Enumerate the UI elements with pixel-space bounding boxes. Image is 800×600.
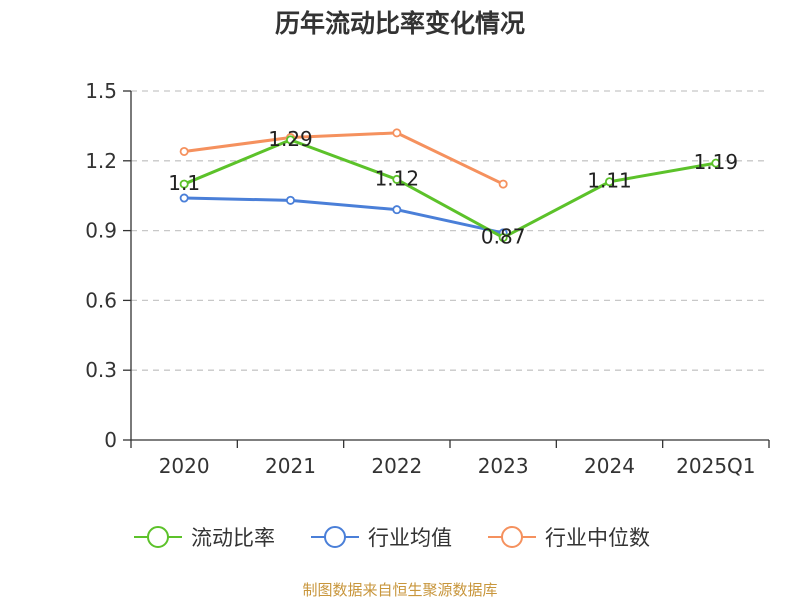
y-tick-label: 0: [104, 428, 117, 452]
x-tick-label: 2022: [371, 454, 422, 478]
legend-label[interactable]: 行业均值: [368, 526, 452, 550]
legend-marker: [501, 526, 523, 548]
series-line-2: [183, 131, 504, 186]
series-line-0: [183, 138, 717, 240]
y-tick-label: 1.5: [85, 79, 117, 103]
data-point: [179, 193, 189, 203]
data-label: 1.19: [694, 150, 739, 174]
data-point: [498, 233, 508, 243]
chart-title: 历年流动比率变化情况: [274, 9, 525, 38]
data-label: 1.11: [587, 169, 632, 193]
data-point: [285, 195, 295, 205]
data-point: [179, 146, 189, 156]
data-point: [392, 128, 402, 138]
legend-label[interactable]: 流动比率: [191, 526, 275, 550]
series-line-1: [184, 196, 504, 235]
data-point: [392, 205, 402, 215]
data-label: 1.29: [268, 127, 313, 151]
data-point: [498, 179, 508, 189]
y-tick-label: 0.6: [85, 288, 117, 312]
legend-marker: [147, 526, 169, 548]
y-tick-label: 0.9: [85, 219, 117, 243]
y-tick-label: 0.3: [85, 358, 117, 382]
data-point: [605, 177, 615, 187]
data-label: 1.12: [375, 166, 420, 190]
data-point: [285, 135, 295, 145]
x-tick-label: 2020: [159, 454, 210, 478]
data-label: 0.87: [481, 225, 526, 249]
x-tick-label: 2024: [584, 454, 635, 478]
data-label: 1.1: [168, 171, 200, 195]
x-tick-label: 2025Q1: [676, 454, 755, 478]
x-tick-label: 2021: [265, 454, 316, 478]
data-point: [711, 158, 721, 168]
y-tick-label: 1.2: [85, 149, 117, 173]
data-point: [392, 174, 402, 184]
source-note: 制图数据来自恒生聚源数据库: [302, 581, 498, 599]
data-point: [179, 179, 189, 189]
legend-label[interactable]: 行业中位数: [545, 526, 650, 550]
legend-marker: [324, 526, 346, 548]
x-tick-label: 2023: [478, 454, 529, 478]
